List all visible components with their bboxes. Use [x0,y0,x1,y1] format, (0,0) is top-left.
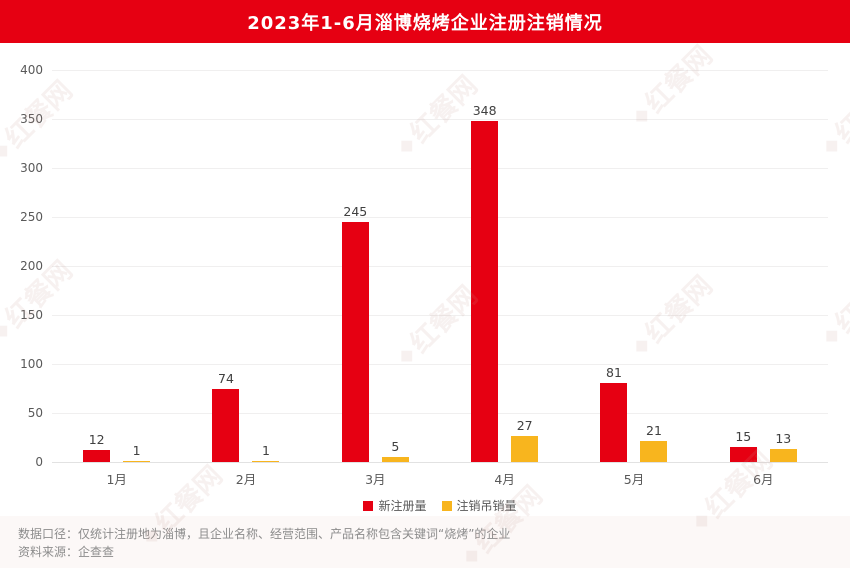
bar-wrap: 13 [769,430,797,462]
bar-value-label: 245 [343,203,368,219]
bar-value-label: 15 [735,428,752,444]
bar-chart: 0 50 100 150 200 250 300 350 400 12 1 74 1 245 5 348 27 8… [0,43,850,514]
chart-title: 2023年1-6月淄博烧烤企业注册注销情况 [247,12,603,34]
data-caliber-note: 数据口径：仅统计注册地为淄博，且企业名称、经营范围、产品名称包含关键词“烧烤”的… [18,527,511,541]
x-tick-label-2: 2月 [235,472,257,487]
bar-wrap: 5 [381,438,409,462]
y-tick-label: 350 [20,112,43,126]
bar-series2-month5 [640,441,668,462]
legend-item-1: 新注册量 [363,497,427,514]
y-tick-label: 0 [35,455,43,469]
gridline [52,413,828,414]
bar-wrap: 348 [471,102,499,462]
legend-label: 新注册量 [378,499,427,513]
bar-group-1: 12 1 [52,70,181,462]
legend: 新注册量 注销吊销量 [52,497,828,514]
bar-group-2: 74 1 [181,70,310,462]
bar-series1-month6 [729,447,757,462]
legend-label: 注销吊销量 [456,499,517,513]
x-tick-label-1: 1月 [106,472,127,487]
bar-value-label: 348 [472,102,497,118]
bar-series1-month5 [600,383,628,462]
x-axis-labels: 1月 2月 3月 4月 5月 6月 [52,469,828,488]
bar-value-label: 74 [218,370,234,386]
legend-item-2: 注销吊销量 [441,497,517,514]
bar-series1-month1 [83,450,111,462]
bar-wrap: 12 [83,431,111,462]
bar-wrap: 1 [252,442,280,462]
x-tick-label-4: 4月 [494,472,515,487]
gridline [52,217,828,218]
gridline [52,364,828,365]
bar-value-label: 81 [606,364,622,380]
bar-wrap: 245 [341,203,369,462]
bar-value-label: 21 [646,422,662,438]
gridline [52,315,828,316]
y-tick-label: 200 [20,259,43,273]
bar-series1-month3 [341,222,369,462]
bar-value-label: 13 [775,430,792,446]
x-tick-label-5: 5月 [623,472,645,487]
x-tick-label-3: 3月 [365,472,386,487]
bar-series1-month4 [471,121,499,462]
bar-series2-month4 [511,436,539,462]
bar-wrap: 1 [123,442,151,462]
bar-series1-month2 [212,389,240,462]
y-tick-label: 400 [20,63,43,77]
gridline [52,266,828,267]
legend-swatch-icon [441,500,452,511]
gridline [52,168,828,169]
bar-wrap: 21 [640,422,668,462]
bar-wrap: 74 [212,370,240,462]
gridline [52,462,828,463]
title-bar: 2023年1-6月淄博烧烤企业注册注销情况 [0,0,850,43]
y-tick-label: 100 [20,357,43,371]
gridline [52,70,828,71]
source-note-area: 数据口径：仅统计注册地为淄博，且企业名称、经营范围、产品名称包含关键词“烧烤”的… [0,516,850,568]
plot-area: 0 50 100 150 200 250 300 350 400 12 1 74 1 245 5 348 27 8… [20,63,828,469]
bar-value-label: 27 [516,417,533,433]
bar-series2-month2 [252,461,280,462]
bar-group-4: 348 27 [440,70,569,462]
bar-wrap: 81 [600,364,628,462]
y-tick-label: 250 [20,210,43,224]
y-tick-label: 150 [20,308,43,322]
legend-swatch-icon [363,500,374,511]
bar-groups: 12 1 74 1 245 5 348 27 81 21 15 13 [52,70,828,462]
bar-wrap: 15 [729,428,757,462]
bar-series2-month6 [769,449,797,462]
y-tick-label: 300 [20,161,43,175]
gridline [52,119,828,120]
y-tick-label: 50 [27,406,43,420]
bar-value-label: 1 [132,442,141,458]
data-source-note: 资料来源：企查查 [18,545,115,559]
bar-value-label: 5 [391,438,400,454]
bar-value-label: 12 [88,431,105,447]
bar-value-label: 1 [262,442,270,458]
x-tick-label-6: 6月 [753,472,774,487]
bar-group-5: 81 21 [569,70,698,462]
bar-series2-month1 [123,461,151,462]
bar-series2-month3 [381,457,409,462]
bar-group-3: 245 5 [311,70,440,462]
bar-wrap: 27 [511,417,539,462]
bar-group-6: 15 13 [699,70,828,462]
